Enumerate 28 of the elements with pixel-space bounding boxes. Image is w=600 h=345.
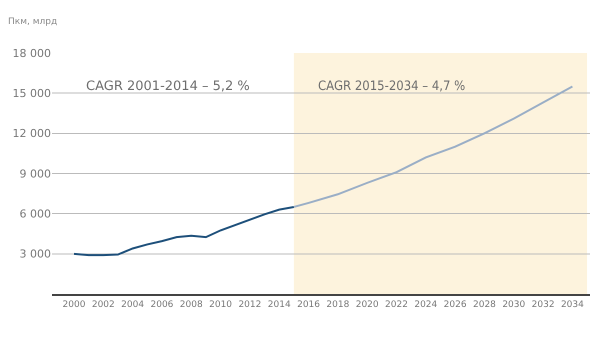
y-tick-label: 6 000: [20, 208, 51, 221]
x-tick-label: 2010: [209, 300, 232, 310]
y-tick-label: 12 000: [12, 127, 51, 140]
x-tick-label: 2006: [150, 300, 174, 310]
line-series: [72, 206, 295, 256]
x-tick-label: 2020: [356, 300, 379, 310]
x-tick-label: 2030: [502, 300, 526, 310]
x-tick-label: 2028: [472, 300, 496, 310]
x-tick-label: 2004: [121, 300, 144, 310]
y-tick-label: 15 000: [12, 87, 51, 100]
x-tick-label: 2002: [92, 300, 115, 310]
x-tick-label: 2016: [297, 300, 320, 310]
x-tick-label: 2032: [532, 300, 555, 310]
x-tick-label: 2008: [180, 300, 203, 310]
x-tick-label: 2012: [238, 300, 262, 310]
x-tick-label: 2018: [326, 300, 350, 310]
annotation: CAGR 2001-2014 – 5,2 %: [86, 79, 250, 94]
y-axis-title: Пкм, млрд: [8, 17, 58, 27]
band-label: CAGR 2015-2034 – 4,7 %: [318, 79, 466, 94]
x-tick-label: 2024: [414, 300, 438, 310]
x-tick-label: 2000: [62, 300, 86, 310]
y-tick-label: 18 000: [12, 46, 51, 60]
y-tick-label: 3 000: [20, 248, 51, 261]
x-tick-label: 2022: [385, 300, 408, 310]
x-tick-label: 2026: [444, 300, 467, 310]
y-tick-label: 9 000: [20, 167, 51, 180]
x-tick-label: 2014: [268, 300, 291, 310]
x-tick-label: 2034: [560, 300, 584, 310]
